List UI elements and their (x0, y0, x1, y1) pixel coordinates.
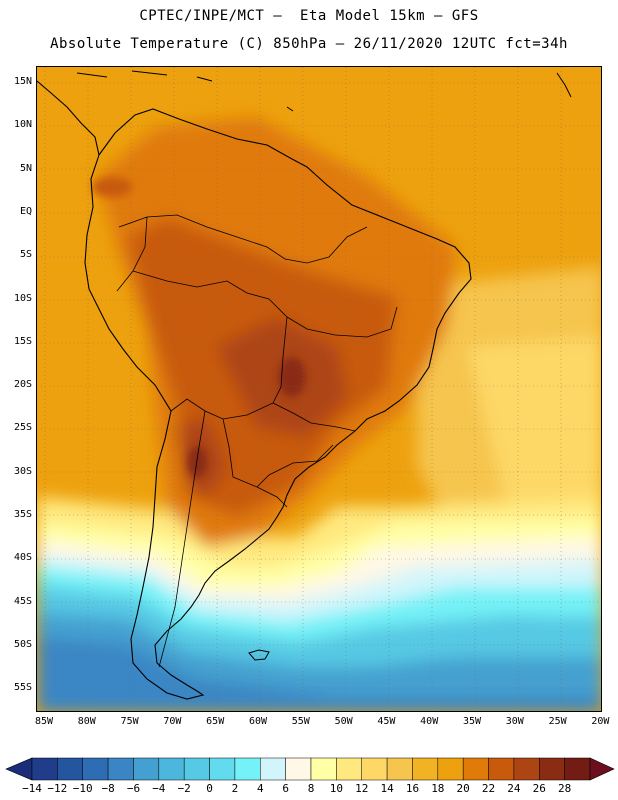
colorbar-label: 4 (256, 782, 264, 795)
colorbar-label: 12 (355, 782, 369, 795)
colorbar-swatch (564, 757, 591, 781)
longitude-label: 60W (248, 716, 268, 727)
country-borders (116, 214, 398, 668)
colorbar-swatch (31, 757, 58, 781)
colorbar-swatch (336, 757, 362, 781)
colorbar-swatch (513, 757, 540, 781)
colorbar-label: 20 (456, 782, 470, 795)
colorbar-label: 2 (231, 782, 239, 795)
longitude-label: 35W (462, 716, 482, 727)
colorbar-swatch (107, 757, 134, 781)
colorbar-label: 8 (307, 782, 315, 795)
latitude-label: 10S (13, 292, 32, 304)
colorbar (5, 757, 615, 781)
latitude-label: 15N (13, 76, 32, 87)
latitude-label: 15S (13, 335, 32, 347)
title-line-2: Absolute Temperature (C) 850hPa – 26/11/… (50, 36, 568, 52)
central-america-coastline (37, 80, 100, 156)
temperature-map (37, 67, 601, 711)
colorbar-label: 22 (481, 782, 496, 795)
colorbar-label: −12 (47, 782, 68, 795)
longitude-label: 75W (120, 716, 139, 727)
colorbar-swatch (133, 757, 160, 781)
latitude-label: EQ (19, 205, 32, 217)
colorbar-label: 10 (329, 782, 343, 795)
colorbar-swatch (488, 757, 515, 781)
colorbar-label: 16 (405, 782, 420, 795)
longitude-label: 55W (291, 716, 310, 727)
caribbean-islands (76, 70, 572, 112)
colorbar-swatch (361, 757, 388, 781)
longitude-label: 70W (163, 716, 182, 727)
longitude-label: 40W (420, 716, 439, 727)
longitude-label: 50W (334, 716, 353, 727)
south-america-coastline (84, 108, 472, 700)
colorbar-swatch (57, 757, 83, 781)
map-frame (36, 66, 602, 712)
longitude-label: 85W (34, 716, 54, 727)
longitude-label: 20W (591, 716, 610, 727)
latitude-label: 40S (13, 552, 32, 564)
latitude-label: 30S (13, 465, 32, 477)
latitude-label: 45S (13, 595, 32, 607)
falkland-islands (248, 649, 270, 661)
title-line-1: CPTEC/INPE/MCT – Eta Model 15km – GFS (139, 8, 479, 24)
colorbar-label: 14 (380, 782, 394, 795)
colorbar-swatch (260, 757, 286, 781)
longitude-label: 80W (77, 716, 96, 727)
colorbar-swatch (158, 757, 185, 781)
colorbar-swatch (209, 757, 236, 781)
colorbar-label: −4 (152, 782, 166, 795)
colorbar-swatch (310, 757, 337, 781)
colorbar-label: −6 (126, 782, 141, 795)
colorbar-under-arrow (5, 757, 33, 781)
colorbar-swatch (437, 757, 464, 781)
temperature-fill-layers (37, 117, 601, 711)
colorbar-swatch (234, 757, 261, 781)
latitude-label: 35S (13, 509, 32, 520)
latitude-label: 50S (13, 638, 32, 650)
colorbar-label: 28 (558, 782, 572, 795)
longitude-label: 45W (377, 716, 396, 727)
longitude-label: 30W (505, 716, 524, 727)
latitude-label: 5S (19, 249, 32, 261)
colorbar-swatch (412, 757, 439, 781)
colorbar-label: 26 (532, 782, 546, 795)
colorbar-swatch (285, 757, 312, 781)
latitude-label: 5N (19, 162, 32, 174)
colorbar-label: −2 (177, 782, 191, 795)
colorbar-swatch (386, 757, 413, 781)
colorbar-over-arrow (589, 757, 615, 781)
colorbar-label: −8 (101, 782, 115, 795)
colorbar-label: 0 (206, 782, 213, 795)
colorbar-swatch (462, 757, 489, 781)
latitude-label: 25S (13, 422, 32, 434)
colorbar-swatch (539, 757, 565, 781)
latitude-label: 20S (13, 379, 32, 391)
latitude-label: 55S (13, 682, 32, 694)
colorbar-swatch (183, 757, 210, 781)
colorbar-label: 6 (282, 782, 289, 795)
colorbar-swatch (82, 757, 109, 781)
longitude-label: 65W (206, 716, 225, 727)
longitude-label: 25W (548, 716, 567, 727)
colorbar-label: 18 (431, 782, 445, 795)
colorbar-label: −14 (22, 782, 42, 795)
colorbar-label: 24 (507, 782, 521, 795)
latitude-label: 10N (13, 119, 32, 131)
colorbar-label: −10 (72, 782, 93, 795)
